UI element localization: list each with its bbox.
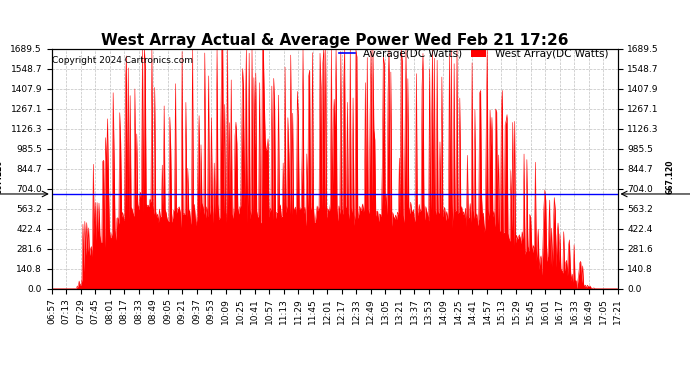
Text: Copyright 2024 Cartronics.com: Copyright 2024 Cartronics.com bbox=[52, 56, 193, 65]
Legend: Average(DC Watts), West Array(DC Watts): Average(DC Watts), West Array(DC Watts) bbox=[335, 44, 612, 63]
Text: 667.120: 667.120 bbox=[0, 159, 3, 194]
Text: 667.120: 667.120 bbox=[666, 159, 675, 194]
Title: West Array Actual & Average Power Wed Feb 21 17:26: West Array Actual & Average Power Wed Fe… bbox=[101, 33, 569, 48]
